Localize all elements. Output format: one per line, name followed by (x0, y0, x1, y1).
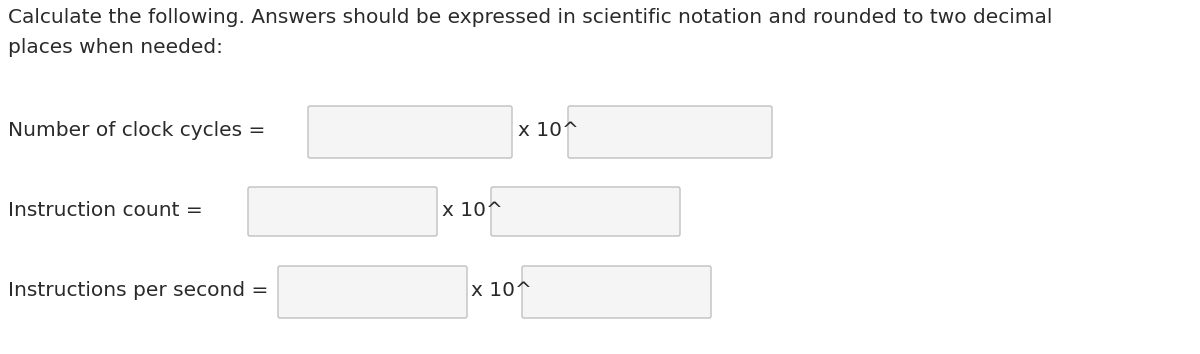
Text: x 10^: x 10^ (470, 280, 532, 299)
Text: places when needed:: places when needed: (8, 38, 223, 57)
Text: x 10^: x 10^ (518, 120, 578, 139)
FancyBboxPatch shape (568, 106, 772, 158)
FancyBboxPatch shape (248, 187, 437, 236)
FancyBboxPatch shape (308, 106, 512, 158)
Text: x 10^: x 10^ (442, 200, 503, 219)
FancyBboxPatch shape (278, 266, 467, 318)
Text: Number of clock cycles =: Number of clock cycles = (8, 120, 265, 139)
FancyBboxPatch shape (522, 266, 710, 318)
Text: Calculate the following. Answers should be expressed in scientific notation and : Calculate the following. Answers should … (8, 8, 1052, 27)
Text: Instruction count =: Instruction count = (8, 200, 203, 219)
Text: Instructions per second =: Instructions per second = (8, 280, 269, 299)
FancyBboxPatch shape (491, 187, 680, 236)
